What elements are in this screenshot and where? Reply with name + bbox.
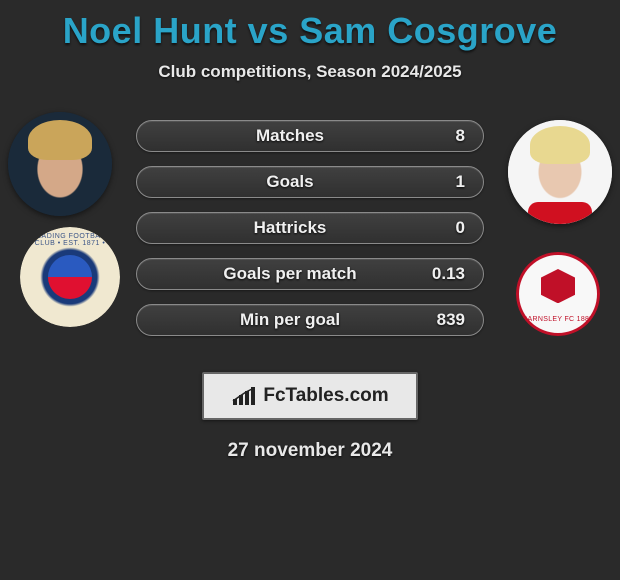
stat-row: Matches 8 [136, 120, 484, 152]
brand-box[interactable]: FcTables.com [202, 372, 418, 420]
stat-row: Goals 1 [136, 166, 484, 198]
stat-label: Min per goal [155, 310, 425, 330]
stats-list: Matches 8 Goals 1 Hattricks 0 Goals per … [136, 120, 484, 350]
stat-row: Min per goal 839 [136, 304, 484, 336]
player-right-photo [508, 120, 612, 224]
page-title: Noel Hunt vs Sam Cosgrove [0, 10, 620, 52]
stat-value: 1 [425, 172, 465, 192]
bar-chart-icon [231, 385, 257, 407]
stat-value: 8 [425, 126, 465, 146]
subtitle: Club competitions, Season 2024/2025 [0, 62, 620, 82]
stat-label: Goals [155, 172, 425, 192]
stat-value: 0.13 [425, 264, 465, 284]
club-left-badge [20, 227, 120, 327]
main-area: Matches 8 Goals 1 Hattricks 0 Goals per … [0, 112, 620, 362]
comparison-card: Noel Hunt vs Sam Cosgrove Club competiti… [0, 0, 620, 462]
stat-label: Matches [155, 126, 425, 146]
barnsley-badge-icon [516, 252, 600, 336]
avatar-left [8, 112, 112, 216]
brand-name: FcTables.com [263, 385, 388, 407]
stat-label: Goals per match [155, 264, 425, 284]
player-left-photo [8, 112, 112, 216]
avatar-right [508, 120, 612, 224]
stat-label: Hattricks [155, 218, 425, 238]
date-text: 27 november 2024 [0, 440, 620, 462]
club-right-badge [516, 252, 600, 336]
reading-badge-icon [20, 227, 120, 327]
stat-row: Hattricks 0 [136, 212, 484, 244]
stat-value: 0 [425, 218, 465, 238]
stat-row: Goals per match 0.13 [136, 258, 484, 290]
stat-value: 839 [425, 310, 465, 330]
